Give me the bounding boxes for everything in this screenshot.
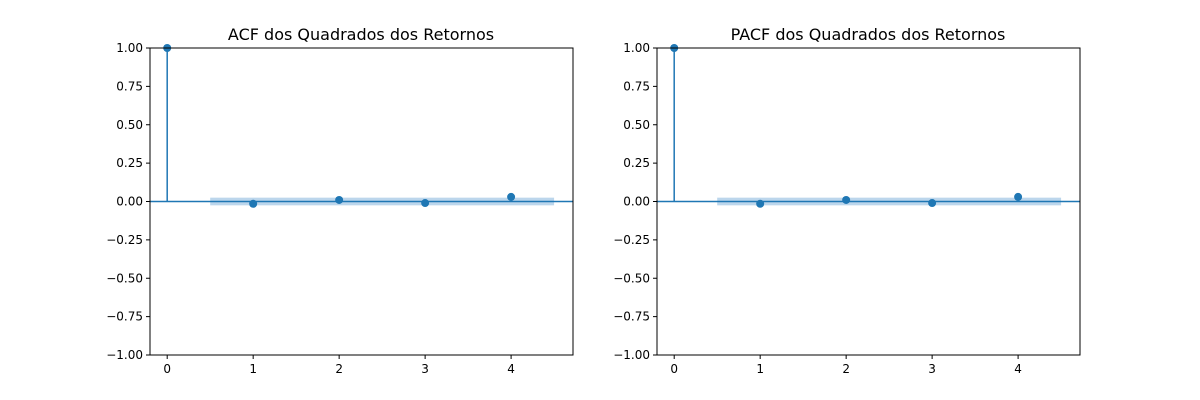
pacf-marker-lag-1 bbox=[756, 199, 765, 208]
pacf-xtick-label: 2 bbox=[842, 362, 850, 376]
pacf-ytick-label: −0.50 bbox=[613, 271, 650, 285]
acf-ytick-label: 0.00 bbox=[116, 195, 143, 209]
acf-marker-lag-2 bbox=[335, 195, 344, 204]
pacf-marker-lag-4 bbox=[1014, 192, 1023, 201]
pacf-xtick-label: 1 bbox=[756, 362, 764, 376]
pacf-ytick-label: −0.25 bbox=[613, 233, 650, 247]
acf-title: ACF dos Quadrados dos Retornos bbox=[228, 25, 494, 44]
acf-ytick-label: −1.00 bbox=[106, 348, 143, 362]
pacf-ytick-label: 0.50 bbox=[623, 118, 650, 132]
pacf-xtick-label: 4 bbox=[1014, 362, 1022, 376]
acf-panel: ACF dos Quadrados dos Retornos 1.00 0.75 0… bbox=[106, 25, 574, 376]
acf-ytick-label: −0.25 bbox=[106, 233, 143, 247]
acf-ytick-label: 1.00 bbox=[116, 41, 143, 55]
acf-ytick-label: 0.25 bbox=[116, 156, 143, 170]
pacf-xtick-label: 3 bbox=[928, 362, 936, 376]
pacf-title: PACF dos Quadrados dos Retornos bbox=[731, 25, 1006, 44]
pacf-ytick-label: 0.75 bbox=[623, 79, 650, 93]
pacf-xtick-label: 0 bbox=[670, 362, 678, 376]
acf-xtick-label: 4 bbox=[507, 362, 515, 376]
pacf-marker-lag-2 bbox=[842, 195, 851, 204]
pacf-marker-lag-3 bbox=[928, 199, 937, 208]
acf-xtick-label: 3 bbox=[421, 362, 429, 376]
acf-xtick-label: 2 bbox=[335, 362, 343, 376]
acf-ytick-label: 0.50 bbox=[116, 118, 143, 132]
acf-ytick-label: 0.75 bbox=[116, 79, 143, 93]
acf-marker-lag-1 bbox=[249, 199, 258, 208]
acf-xtick-label: 0 bbox=[163, 362, 171, 376]
acf-ytick-label: −0.50 bbox=[106, 271, 143, 285]
acf-marker-lag-4 bbox=[507, 192, 516, 201]
pacf-ytick-label: 1.00 bbox=[623, 41, 650, 55]
acf-xtick-label: 1 bbox=[249, 362, 257, 376]
acf-ytick-label: −0.75 bbox=[106, 310, 143, 324]
pacf-ytick-label: 0.00 bbox=[623, 195, 650, 209]
acf-marker-lag-3 bbox=[421, 199, 430, 208]
pacf-ytick-label: −0.75 bbox=[613, 310, 650, 324]
pacf-panel: PACF dos Quadrados dos Retornos 1.00 0.75… bbox=[613, 25, 1081, 376]
pacf-ytick-label: −1.00 bbox=[613, 348, 650, 362]
pacf-ytick-label: 0.25 bbox=[623, 156, 650, 170]
